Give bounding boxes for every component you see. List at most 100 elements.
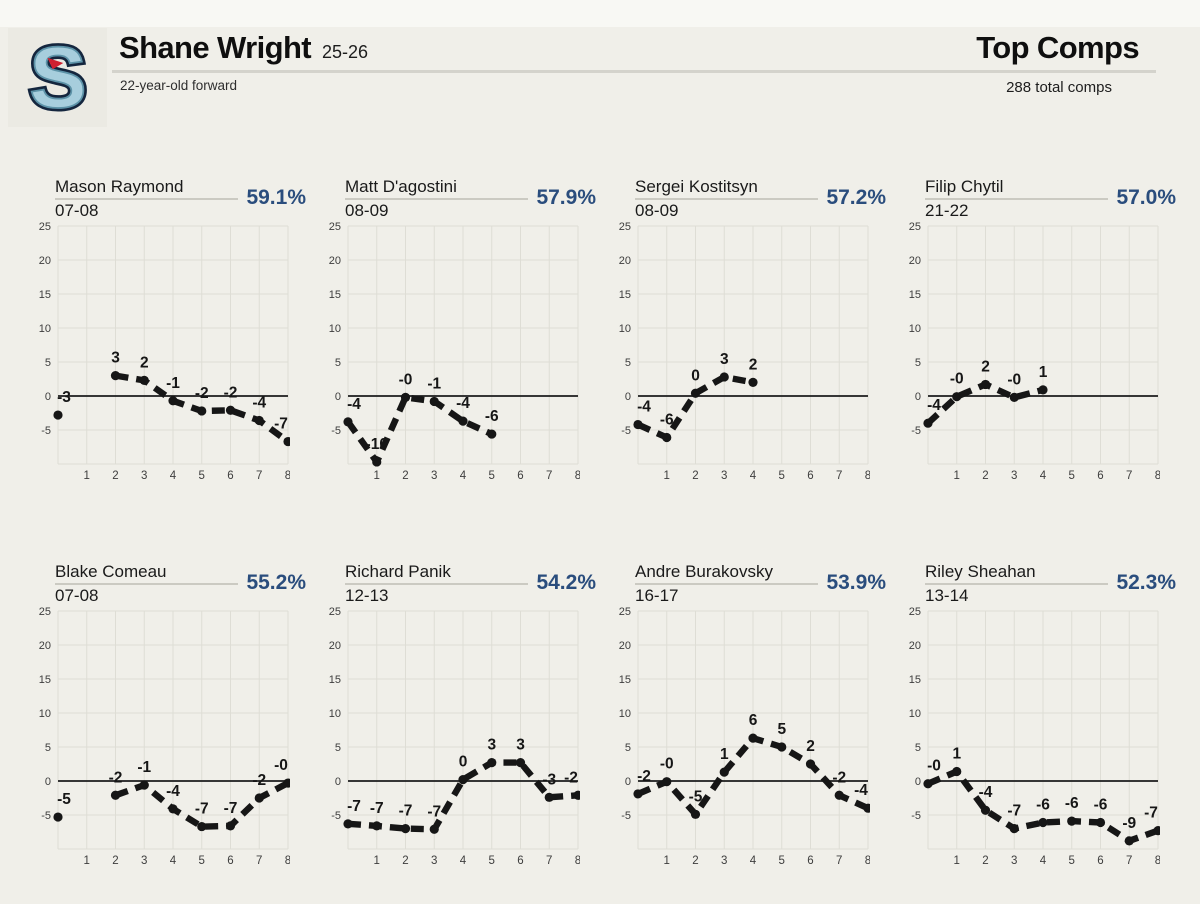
svg-text:0: 0 [335, 776, 341, 788]
comp-season: 21-22 [925, 201, 969, 220]
svg-text:5: 5 [915, 357, 921, 369]
comp-season: 07-08 [55, 586, 99, 605]
top-strip [0, 0, 1200, 27]
comp-name-divider [345, 198, 529, 200]
svg-text:-7: -7 [427, 803, 441, 820]
comp-chart-header: Matt D'agostini 08-09 57.9% [345, 177, 596, 220]
svg-text:3: 3 [1011, 855, 1017, 867]
svg-text:4: 4 [460, 855, 467, 867]
team-logo: S S [8, 28, 107, 127]
svg-text:7: 7 [1126, 855, 1132, 867]
comp-chart-title-stack: Andre Burakovsky 16-17 [635, 562, 819, 605]
svg-text:15: 15 [619, 289, 631, 301]
svg-text:-4: -4 [854, 782, 868, 799]
svg-text:7: 7 [1126, 470, 1132, 482]
comp-similarity-pct: 59.1% [246, 186, 306, 209]
x-axis-ticks: 1 2 3 4 5 6 7 8 [954, 855, 1160, 867]
data-line [343, 392, 497, 467]
svg-text:-5: -5 [57, 791, 71, 808]
point-labels: -0 1 -4 -7 -6 -6 -6 -9 -7 [927, 745, 1158, 831]
y-axis-ticks: 25 20 15 10 5 0 -5 [619, 221, 631, 437]
svg-text:-2: -2 [564, 769, 578, 786]
svg-text:15: 15 [39, 289, 51, 301]
svg-text:1: 1 [1039, 364, 1048, 381]
svg-text:-5: -5 [911, 810, 921, 822]
svg-text:-4: -4 [347, 396, 361, 413]
svg-text:-4: -4 [927, 397, 941, 414]
svg-text:4: 4 [170, 855, 177, 867]
svg-text:2: 2 [692, 470, 698, 482]
svg-text:25: 25 [329, 606, 341, 618]
comp-line-chart: 25 20 15 10 5 0 -5 1 2 3 4 5 6 7 8 -7 -7 -7 -7 0 3 3 -3 -2 [329, 606, 580, 867]
svg-text:2: 2 [981, 358, 990, 375]
svg-text:10: 10 [329, 323, 341, 335]
point-labels: -4 -6 0 3 2 [637, 351, 757, 429]
data-line [633, 372, 758, 443]
y-axis-ticks: 25 20 15 10 5 0 -5 [909, 606, 921, 822]
y-axis-ticks: 25 20 15 10 5 0 -5 [619, 606, 631, 822]
svg-text:3: 3 [1011, 470, 1017, 482]
svg-text:-6: -6 [660, 411, 674, 428]
svg-text:-0: -0 [950, 371, 964, 388]
player-season: 25-26 [322, 42, 369, 62]
comp-season: 08-09 [635, 201, 679, 220]
svg-text:-5: -5 [331, 810, 341, 822]
page-title-block: Top Comps 288 total comps [976, 30, 1139, 96]
svg-text:7: 7 [256, 855, 262, 867]
comp-chart-card: Richard Panik 12-13 54.2% 25 20 15 10 5 0 -5 1 2… [320, 562, 610, 871]
svg-text:25: 25 [619, 221, 631, 233]
point-labels: -4 -0 2 -0 1 [927, 358, 1048, 414]
comp-name-divider [635, 198, 819, 200]
svg-text:7: 7 [836, 470, 842, 482]
svg-text:-3: -3 [57, 389, 71, 406]
svg-text:25: 25 [39, 221, 51, 233]
svg-text:20: 20 [619, 255, 631, 267]
svg-text:2: 2 [112, 855, 118, 867]
point-labels: -3 3 2 -1 -2 -2 -4 -7 [57, 350, 288, 433]
svg-text:-6: -6 [1094, 796, 1108, 813]
svg-text:7: 7 [546, 855, 552, 867]
grid-layer [347, 610, 579, 850]
svg-text:5: 5 [45, 742, 51, 754]
svg-text:25: 25 [619, 606, 631, 618]
svg-text:20: 20 [329, 640, 341, 652]
svg-text:3: 3 [111, 350, 120, 367]
comp-similarity-pct: 55.2% [246, 571, 306, 594]
svg-text:8: 8 [1155, 470, 1160, 482]
grid-layer [637, 610, 869, 850]
grid-layer [927, 225, 1159, 465]
comp-chart-title-stack: Mason Raymond 07-08 [55, 177, 239, 220]
svg-text:8: 8 [1155, 855, 1160, 867]
svg-text:5: 5 [779, 855, 785, 867]
comp-chart-title-stack: Blake Comeau 07-08 [55, 562, 239, 605]
comp-similarity-pct: 57.2% [826, 186, 886, 209]
player-name: Shane Wright [119, 30, 312, 65]
grid-layer [347, 225, 579, 465]
comp-chart-header: Riley Sheahan 13-14 52.3% [925, 562, 1176, 605]
comp-line-chart: 25 20 15 10 5 0 -5 1 2 3 4 5 6 7 8 -0 1 -4 -7 -6 -6 -6 -9 -7 [909, 606, 1160, 867]
svg-text:-1: -1 [427, 375, 441, 392]
svg-text:S: S [29, 34, 87, 122]
svg-text:15: 15 [909, 289, 921, 301]
svg-text:5: 5 [199, 855, 205, 867]
svg-text:-1: -1 [137, 759, 151, 776]
page-title: Top Comps [976, 30, 1139, 65]
x-axis-ticks: 1 2 3 4 5 6 7 8 [84, 855, 290, 867]
y-axis-ticks: 25 20 15 10 5 0 -5 [39, 606, 51, 822]
svg-text:1: 1 [664, 470, 670, 482]
svg-text:8: 8 [575, 855, 580, 867]
svg-text:-10: -10 [366, 436, 388, 453]
svg-text:-7: -7 [347, 798, 361, 815]
svg-text:-4: -4 [166, 783, 180, 800]
svg-text:25: 25 [39, 606, 51, 618]
comp-chart-header: Filip Chytil 21-22 57.0% [925, 177, 1176, 220]
x-axis-ticks: 1 2 3 4 5 6 7 8 [954, 470, 1160, 482]
comp-chart-title-stack: Richard Panik 12-13 [345, 562, 529, 605]
data-line [53, 371, 290, 447]
svg-text:6: 6 [749, 712, 758, 729]
svg-text:15: 15 [619, 674, 631, 686]
svg-text:6: 6 [807, 855, 813, 867]
svg-text:-0: -0 [399, 371, 413, 388]
svg-text:5: 5 [915, 742, 921, 754]
svg-text:5: 5 [779, 470, 785, 482]
